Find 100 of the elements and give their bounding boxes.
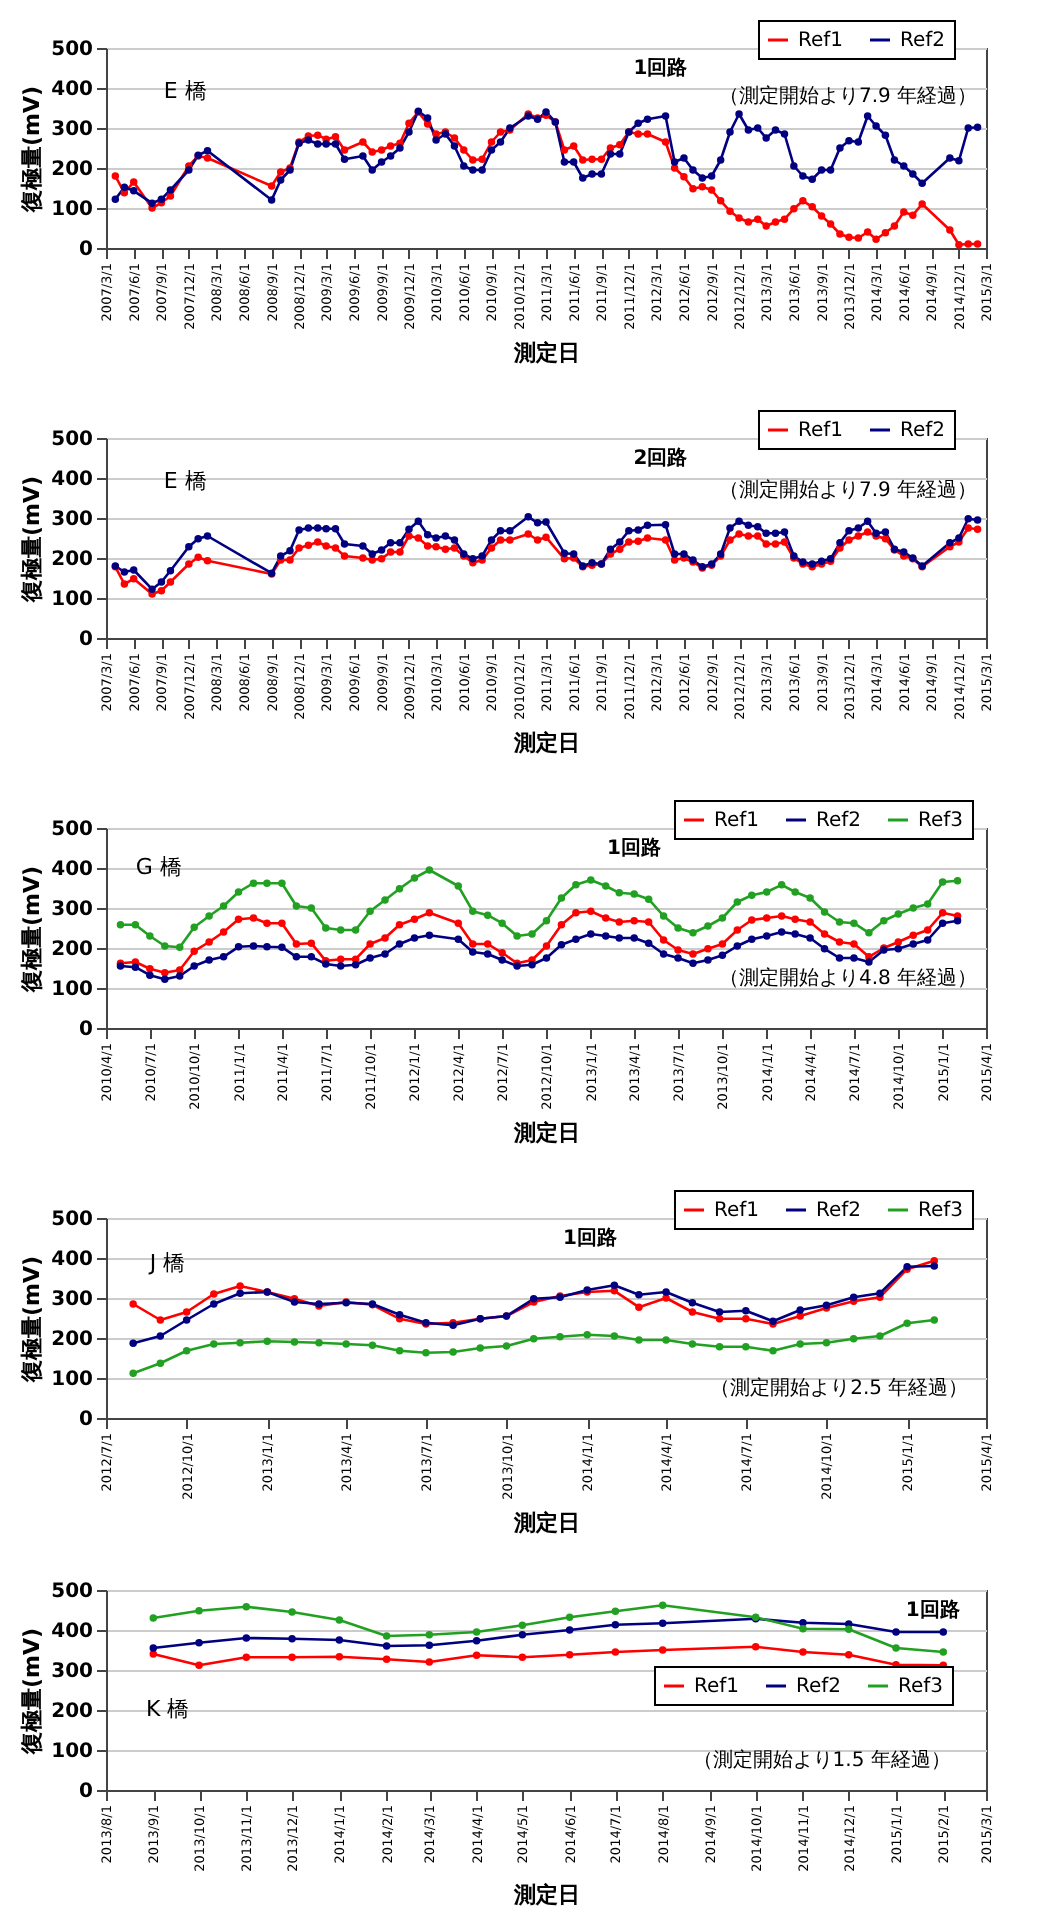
- annotation: E 橋: [163, 468, 207, 494]
- point: [903, 1319, 911, 1327]
- point: [718, 914, 727, 922]
- point: [483, 950, 492, 958]
- point: [796, 1312, 804, 1320]
- point: [219, 928, 228, 936]
- point: [336, 962, 345, 970]
- point: [219, 953, 228, 961]
- annotation: （測定開始より7.9 年経過）: [719, 478, 978, 502]
- point: [662, 1336, 670, 1344]
- annotation: （測定開始より4.8 年経過）: [719, 966, 978, 990]
- point: [454, 935, 463, 943]
- point: [610, 1281, 619, 1289]
- point: [236, 1282, 244, 1290]
- point: [472, 1651, 481, 1659]
- y-tick-label: 0: [79, 1019, 94, 1041]
- point: [528, 930, 536, 938]
- point: [762, 914, 771, 922]
- point: [351, 961, 360, 969]
- point: [611, 1621, 620, 1629]
- point: [662, 1294, 670, 1302]
- y-tick-label: 300: [51, 1289, 94, 1311]
- annotation: 2回路: [633, 446, 688, 470]
- point: [483, 911, 492, 919]
- point: [263, 919, 271, 927]
- point: [615, 889, 623, 897]
- point: [610, 1332, 619, 1340]
- point: [658, 1646, 667, 1654]
- y-tick-label: 400: [51, 1621, 94, 1643]
- point: [587, 907, 595, 915]
- point: [939, 1628, 948, 1636]
- point: [799, 1625, 807, 1633]
- point: [242, 1634, 251, 1642]
- y-tick-label: 0: [79, 239, 94, 261]
- legend-label: Ref1: [798, 420, 844, 442]
- point: [182, 1316, 191, 1324]
- point: [748, 935, 756, 943]
- point: [513, 932, 521, 940]
- point: [382, 1642, 391, 1650]
- point: [938, 919, 947, 927]
- point: [894, 938, 903, 946]
- point: [234, 915, 243, 923]
- point: [498, 949, 506, 957]
- point: [777, 928, 786, 936]
- point: [116, 921, 125, 929]
- point: [382, 1655, 391, 1663]
- point: [659, 912, 668, 920]
- legend-label: Ref2: [900, 420, 946, 442]
- point: [615, 918, 623, 926]
- point: [175, 972, 184, 980]
- point: [742, 1307, 750, 1315]
- y-tick-label: 0: [79, 629, 94, 651]
- point: [644, 895, 653, 903]
- y-tick-label: 100: [51, 1741, 94, 1763]
- point: [704, 945, 712, 953]
- annotation: E 橋: [163, 78, 207, 104]
- y-tick-label: 200: [51, 939, 94, 961]
- point: [131, 963, 140, 971]
- point: [762, 888, 771, 896]
- point: [395, 921, 404, 929]
- annotation: J 橋: [147, 1250, 186, 1276]
- point: [557, 921, 566, 929]
- legend-label: Ref1: [798, 30, 844, 52]
- y-tick-label: 500: [51, 819, 94, 841]
- point: [249, 914, 258, 922]
- point: [644, 918, 653, 926]
- point: [395, 940, 404, 948]
- point: [205, 938, 213, 946]
- point: [307, 904, 316, 912]
- point: [205, 956, 213, 964]
- point: [528, 961, 536, 969]
- point: [454, 882, 463, 890]
- y-tick-label: 100: [51, 979, 94, 1001]
- point: [602, 914, 610, 922]
- point: [410, 874, 419, 882]
- point: [602, 882, 610, 890]
- y-tick-label: 100: [51, 199, 94, 221]
- annotation: 1回路: [607, 836, 661, 860]
- point: [382, 1632, 391, 1640]
- point: [210, 1340, 218, 1348]
- point: [366, 940, 374, 948]
- point: [131, 921, 140, 929]
- point: [242, 1653, 251, 1661]
- point: [146, 971, 154, 979]
- point: [156, 1359, 165, 1367]
- point: [146, 965, 154, 973]
- y-axis-title: 復極量(mV): [19, 85, 46, 215]
- point: [542, 954, 551, 962]
- point: [892, 1644, 900, 1652]
- point: [469, 948, 477, 956]
- point: [674, 946, 682, 954]
- point: [149, 1650, 158, 1658]
- point: [938, 878, 947, 886]
- legend-label: Ref1: [694, 1676, 740, 1698]
- legend-label: Ref1: [714, 1200, 760, 1222]
- point: [502, 1342, 511, 1350]
- point: [658, 1601, 667, 1609]
- y-tick-label: 200: [51, 1329, 94, 1351]
- point: [611, 1648, 620, 1656]
- point: [195, 1639, 203, 1647]
